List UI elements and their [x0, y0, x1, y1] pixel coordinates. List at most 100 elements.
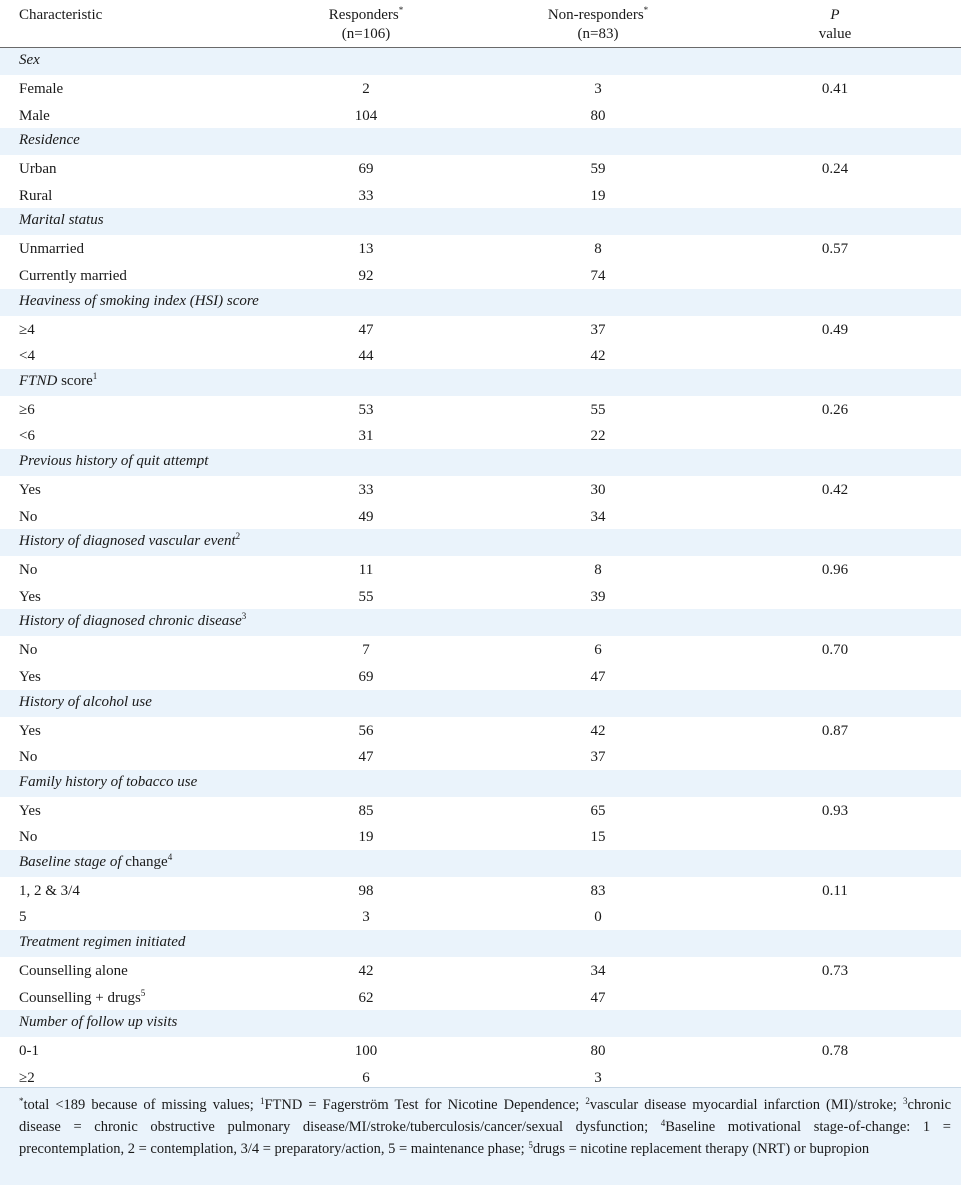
footnote-mark: 1 [259, 1096, 265, 1106]
section-row: History of diagnosed chronic disease3 [0, 609, 961, 637]
section-footnote-mark: 1 [92, 370, 98, 381]
section-footnote-mark: 3 [241, 611, 247, 622]
nonresponders-value: 74 [590, 267, 606, 284]
table-row: Currently married 92 74 [0, 261, 961, 289]
table-row: Yes 85 65 0.93 [0, 796, 961, 824]
table-body: Sex Female 2 3 0.41 Male 104 80 Residence Urban 69… [0, 48, 961, 1091]
responders-value: 11 [358, 562, 374, 579]
section-title: Residence [19, 133, 80, 148]
section-title: FTND score1 [19, 370, 98, 389]
p-value: 0.70 [821, 642, 849, 659]
p-value: 0.24 [821, 161, 849, 178]
nonresponders-value: 47 [590, 989, 606, 1006]
nonresponders-value: 80 [590, 107, 606, 124]
p-value: 0.57 [821, 241, 849, 258]
section-row: Sex [0, 48, 961, 75]
section-row: History of alcohol use [0, 689, 961, 717]
row-label: Yes [19, 669, 41, 685]
row-label-text: Counselling alone [19, 963, 128, 980]
row-label-text: Yes [19, 588, 41, 605]
responders-value: 19 [358, 829, 374, 846]
table-row: <6 31 22 [0, 422, 961, 449]
section-row: History of diagnosed vascular event2 [0, 529, 961, 557]
responders-value: 100 [354, 1043, 378, 1060]
section-title: Number of follow up visits [19, 1015, 177, 1030]
table-row: ≥4 47 37 0.49 [0, 315, 961, 343]
responders-value: 49 [358, 508, 374, 525]
section-title-upright: change [121, 853, 168, 870]
p-value: 0.26 [821, 401, 849, 418]
responders-value: 55 [358, 588, 374, 605]
table-row: 5 3 0 [0, 903, 961, 931]
header-responders-mark: * [398, 5, 404, 15]
section-title-text: Heaviness of smoking index (HSI) score [19, 292, 259, 309]
p-value: 0.73 [821, 963, 849, 980]
row-label: Rural [19, 188, 52, 204]
nonresponders-value: 37 [590, 321, 606, 338]
nonresponders-value: 19 [590, 187, 606, 204]
row-label-text: Counselling + drugs [19, 989, 141, 1006]
row-label-text: No [19, 749, 38, 766]
section-title: History of diagnosed vascular event2 [19, 532, 240, 549]
header-responders-n: (n=106) [341, 26, 391, 42]
nonresponders-value: 3 [594, 1069, 602, 1086]
row-label: Yes [19, 482, 41, 498]
table-row: Rural 33 19 [0, 181, 961, 209]
row-label-text: Yes [19, 722, 41, 739]
nonresponders-value: 55 [590, 401, 606, 418]
row-label-text: ≥6 [19, 401, 35, 418]
footnote-item: Baseline motivational stage-of-change: 1… [19, 1119, 951, 1157]
section-title-upright: score [57, 372, 93, 389]
row-label-text: 0-1 [19, 1043, 39, 1060]
nonresponders-value: 6 [594, 642, 602, 659]
responders-value: 44 [358, 348, 374, 365]
table-row: No 7 6 0.70 [0, 636, 961, 663]
row-label: 5 [19, 910, 27, 925]
table-row: No 19 15 [0, 823, 961, 850]
responders-value: 47 [358, 321, 374, 338]
section-title-text: Residence [19, 132, 80, 149]
responders-value: 13 [358, 241, 374, 258]
footnote-mark: 3 [903, 1096, 908, 1106]
responders-value: 7 [362, 642, 370, 659]
responders-value: 42 [358, 963, 374, 980]
section-row: Baseline stage of change4 [0, 849, 961, 877]
section-title: Sex [19, 53, 40, 68]
section-row: Heaviness of smoking index (HSI) score [0, 288, 961, 316]
section-footnote-mark: 4 [167, 851, 173, 862]
header-responders: Responders* (n=106) [291, 6, 441, 44]
nonresponders-value: 42 [590, 722, 606, 739]
table-row: Urban 69 59 0.24 [0, 155, 961, 182]
row-label-text: Male [19, 107, 50, 124]
nonresponders-value: 37 [590, 749, 606, 766]
header-responders-label: Responders [328, 7, 399, 23]
row-label: Unmarried [19, 242, 84, 257]
responders-value: 6 [362, 1069, 370, 1086]
table-row: Yes 33 30 0.42 [0, 475, 961, 503]
section-row: Family history of tobacco use [0, 769, 961, 797]
section-title-text: Marital status [19, 212, 104, 229]
table-row: No 47 37 [0, 743, 961, 770]
table-row: 1, 2 & 3/4 98 83 0.11 [0, 876, 961, 904]
section-row: Number of follow up visits [0, 1010, 961, 1038]
table-row: 0-1 100 80 0.78 [0, 1037, 961, 1064]
section-title-text: Family history of tobacco use [19, 773, 198, 790]
responders-value: 3 [362, 909, 370, 926]
section-row: Previous history of quit attempt [0, 448, 961, 476]
header-nonresponders-n: (n=83) [577, 26, 619, 42]
section-title: Heaviness of smoking index (HSI) score [19, 292, 259, 309]
section-title-text: History of alcohol use [19, 693, 152, 710]
p-value: 0.78 [821, 1043, 849, 1060]
header-characteristic: Characteristic [19, 7, 103, 23]
responders-value: 69 [358, 668, 374, 685]
row-footnote-mark: 5 [140, 987, 146, 998]
section-row: FTND score1 [0, 368, 961, 396]
nonresponders-value: 0 [594, 909, 602, 926]
table-row: Yes 55 39 [0, 582, 961, 610]
row-label: No [19, 563, 37, 578]
row-label-text: 5 [19, 909, 27, 926]
table-row: Male 104 80 [0, 101, 961, 129]
table-header-row: Characteristic Responders* (n=106) Non-r… [0, 0, 961, 48]
footnote-item: FTND = Fagerström Test for Nicotine Depe… [264, 1097, 586, 1113]
nonresponders-value: 30 [590, 481, 606, 498]
